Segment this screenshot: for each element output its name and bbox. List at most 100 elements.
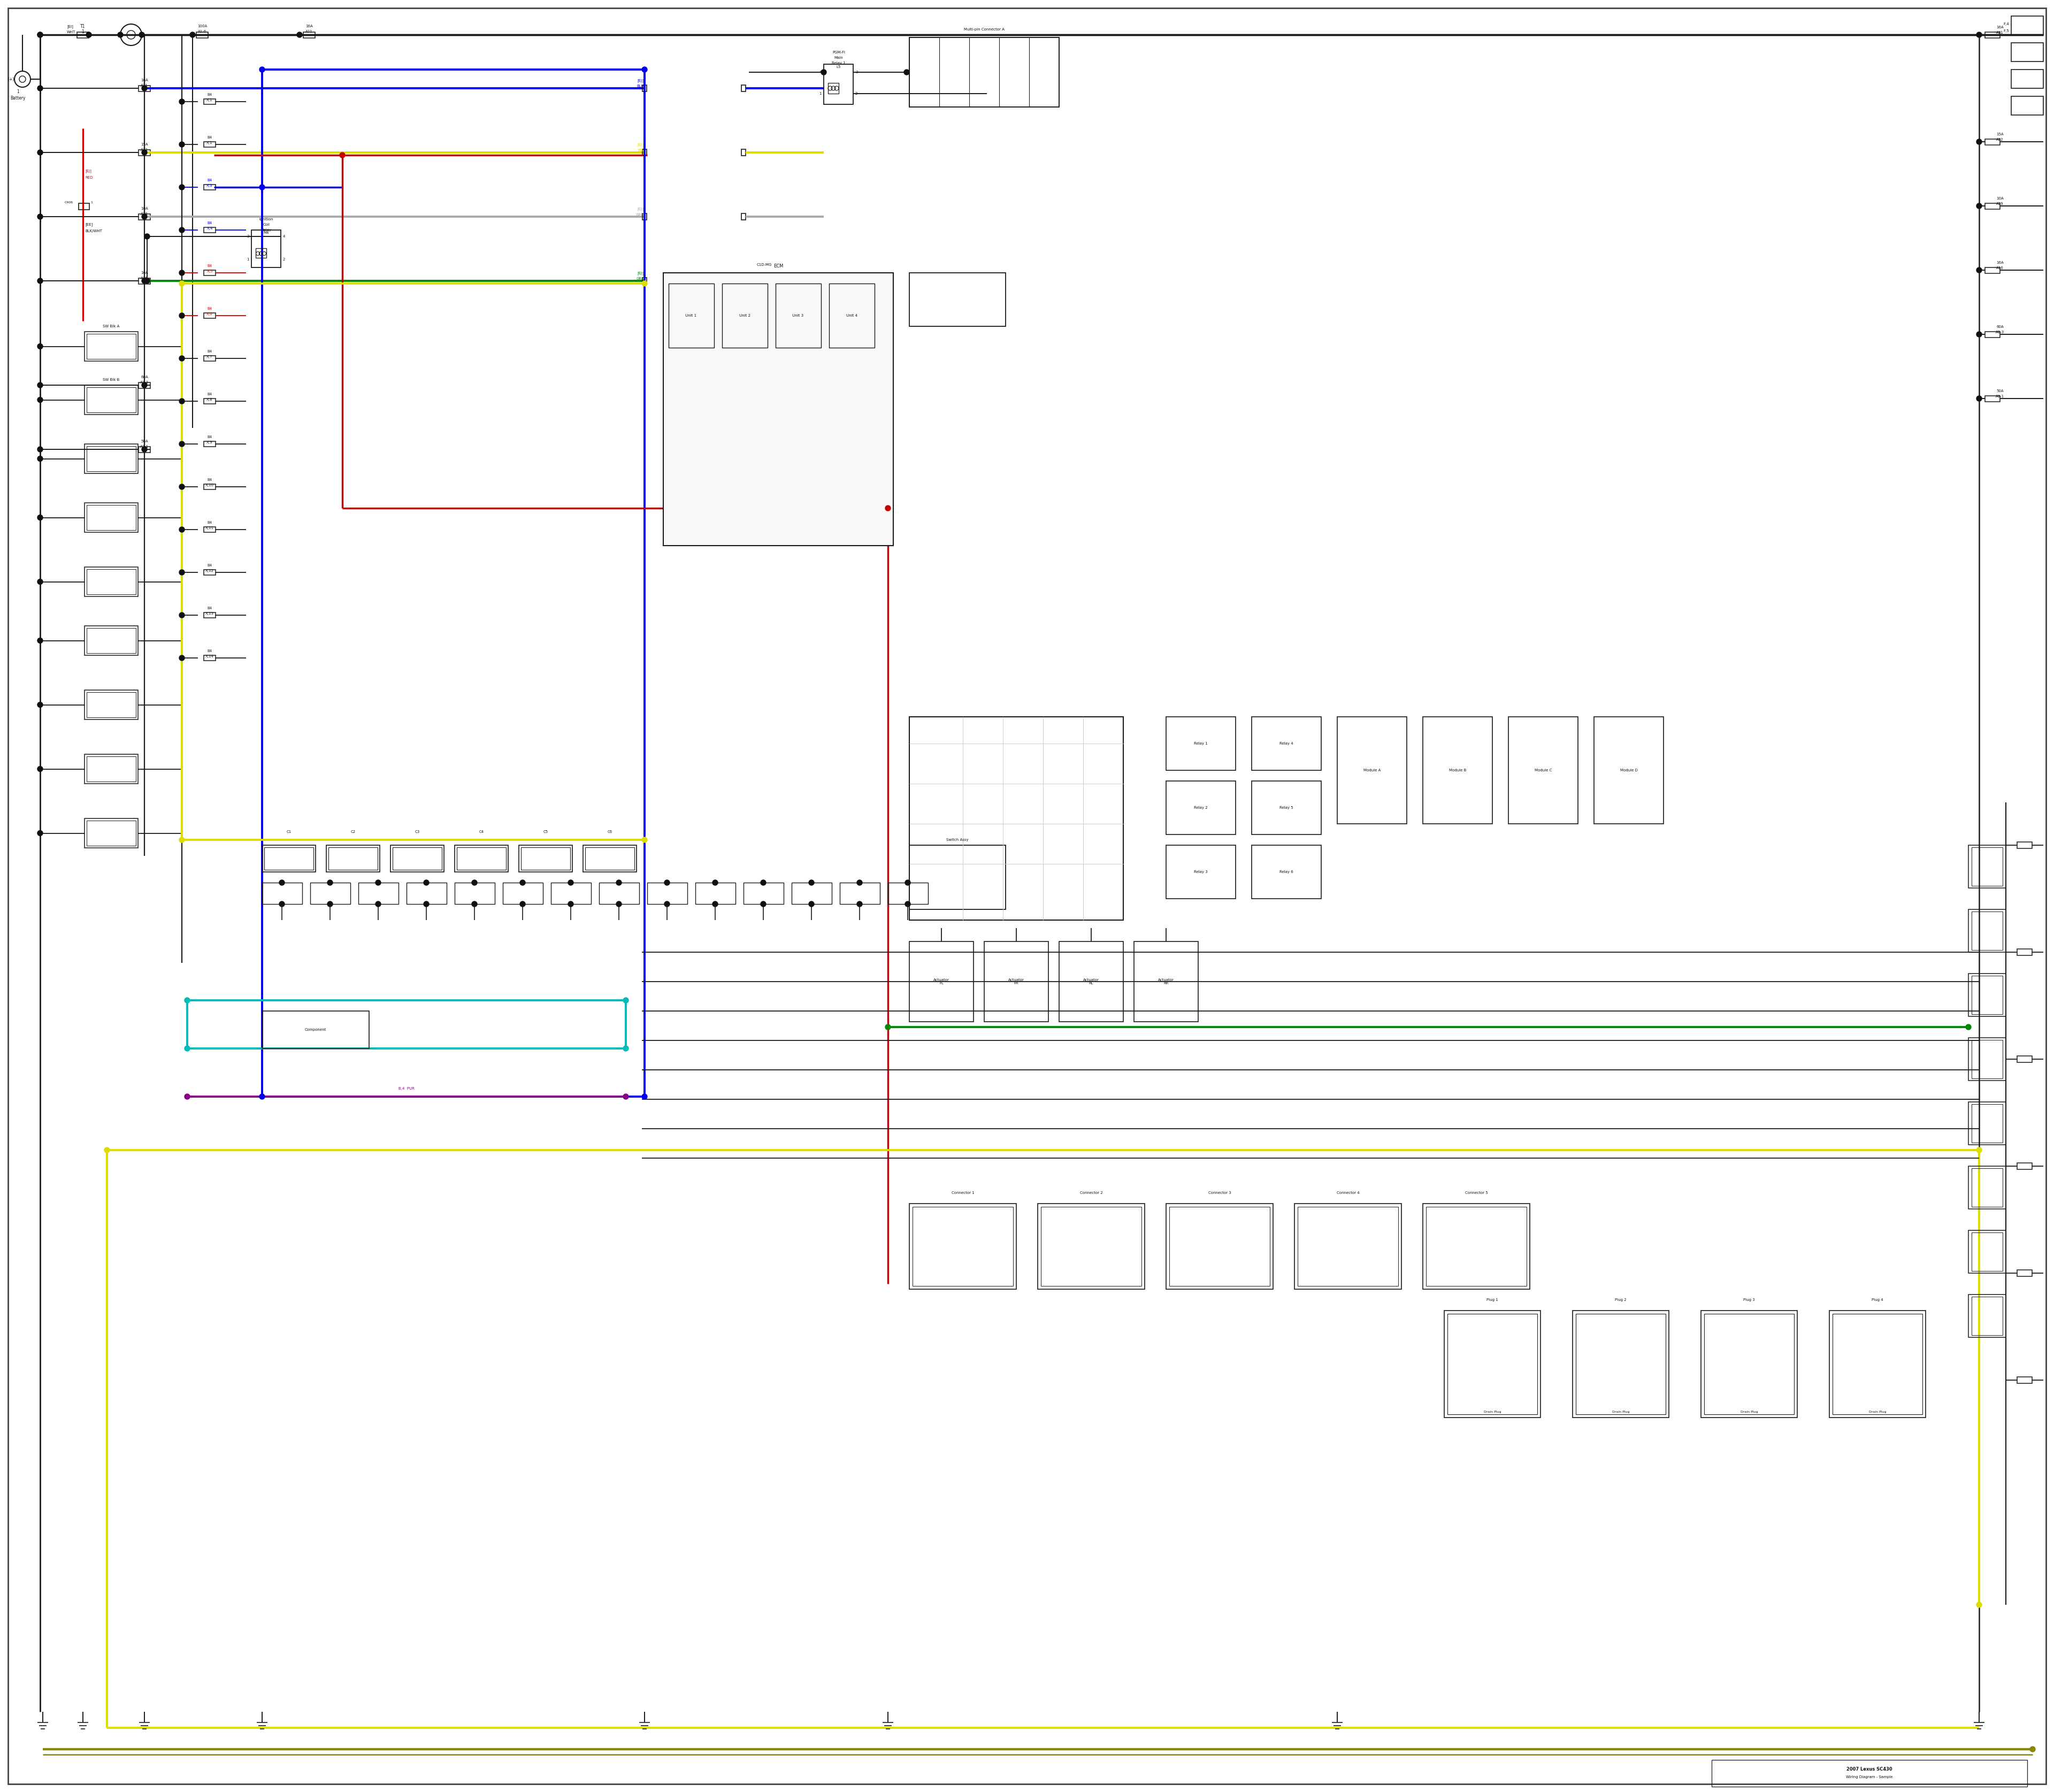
Circle shape	[179, 570, 185, 575]
Bar	[84, 444, 138, 473]
Text: Connector 3: Connector 3	[1208, 1192, 1230, 1195]
Text: 60A: 60A	[142, 376, 148, 378]
Circle shape	[185, 998, 189, 1004]
Circle shape	[663, 901, 670, 907]
Bar	[203, 570, 216, 575]
Bar	[910, 1204, 1017, 1288]
Bar	[1968, 973, 2007, 1016]
Text: A29: A29	[1996, 202, 2003, 206]
Bar	[1167, 846, 1237, 898]
Text: F,4: F,4	[2003, 23, 2009, 25]
Bar	[1972, 975, 2003, 1014]
Text: Actuator
FR: Actuator FR	[1009, 978, 1025, 986]
Bar	[1968, 1167, 2007, 1210]
Bar	[583, 846, 637, 873]
Circle shape	[376, 901, 380, 907]
Bar	[203, 441, 216, 446]
Bar	[1167, 781, 1237, 835]
Bar	[138, 446, 150, 452]
Bar	[741, 278, 746, 285]
Text: B4: B4	[207, 263, 212, 267]
Bar	[203, 398, 216, 403]
Text: A2-1: A2-1	[140, 444, 148, 448]
Bar	[1711, 1760, 2027, 1787]
Text: Module A: Module A	[1364, 769, 1380, 772]
Bar	[647, 883, 688, 903]
Circle shape	[142, 278, 148, 283]
Text: Component: Component	[304, 1029, 327, 1032]
Circle shape	[179, 142, 185, 147]
Bar	[1972, 1039, 2003, 1079]
Text: A22: A22	[1996, 138, 2003, 142]
Text: 1: 1	[90, 201, 92, 204]
Bar	[251, 229, 281, 267]
Text: Coil: Coil	[263, 222, 269, 226]
Text: 3: 3	[246, 235, 249, 238]
Bar	[1984, 267, 2001, 272]
Bar	[1984, 202, 2001, 210]
Circle shape	[713, 901, 717, 907]
Text: Module D: Module D	[1621, 769, 1637, 772]
Circle shape	[179, 357, 185, 360]
Bar	[1968, 846, 2007, 889]
Text: B4: B4	[207, 392, 212, 396]
Bar	[1041, 1206, 1142, 1287]
Text: RED: RED	[84, 176, 92, 179]
Circle shape	[37, 638, 43, 643]
Circle shape	[142, 382, 148, 387]
Text: B4: B4	[207, 222, 212, 224]
Circle shape	[144, 233, 150, 238]
Text: PGM-FI: PGM-FI	[832, 50, 844, 54]
Bar	[203, 656, 216, 661]
Bar	[390, 846, 444, 873]
Text: Connector 2: Connector 2	[1080, 1192, 1103, 1195]
Bar	[138, 149, 150, 156]
Bar	[84, 754, 138, 783]
Text: A21: A21	[142, 84, 148, 88]
Bar	[1167, 717, 1237, 771]
Bar	[2017, 1376, 2031, 1383]
Bar	[1508, 717, 1577, 824]
Bar	[78, 202, 88, 210]
Bar	[2011, 43, 2044, 61]
Bar	[696, 883, 735, 903]
Text: Actuator
RR: Actuator RR	[1158, 978, 1175, 986]
Text: Main: Main	[834, 56, 844, 59]
Circle shape	[259, 185, 265, 190]
Text: WHT: WHT	[637, 213, 645, 217]
Circle shape	[1966, 1025, 1972, 1030]
Circle shape	[279, 901, 286, 907]
Bar	[776, 283, 822, 348]
Bar	[454, 883, 495, 903]
Bar	[984, 941, 1048, 1021]
Text: 15A: 15A	[1996, 133, 2003, 136]
Bar	[203, 271, 216, 276]
Circle shape	[259, 66, 265, 72]
Text: [EJ]: [EJ]	[637, 208, 643, 211]
Text: X,9: X,9	[207, 441, 214, 444]
Text: Drain Plug: Drain Plug	[1612, 1410, 1629, 1414]
Bar	[1594, 717, 1664, 824]
Circle shape	[179, 441, 185, 446]
Text: BLU: BLU	[637, 84, 643, 88]
Text: 16A: 16A	[142, 271, 148, 274]
Bar	[2017, 1163, 2031, 1170]
Bar	[840, 883, 879, 903]
Text: Relay 4: Relay 4	[1280, 742, 1294, 745]
Text: 4: 4	[283, 235, 286, 238]
Text: 1: 1	[16, 90, 18, 95]
Bar	[1968, 1294, 2007, 1337]
Text: X,7: X,7	[207, 355, 214, 358]
Circle shape	[622, 998, 629, 1004]
Text: X,14: X,14	[205, 654, 214, 658]
Text: [EJ]: [EJ]	[84, 170, 90, 174]
Bar	[1705, 1314, 1793, 1414]
Circle shape	[179, 484, 185, 489]
Bar	[197, 32, 207, 38]
Text: Ignition: Ignition	[259, 217, 273, 220]
Bar	[2017, 842, 2031, 848]
Bar	[1060, 941, 1124, 1021]
Bar	[1984, 138, 2001, 145]
Circle shape	[37, 446, 43, 452]
Text: 1: 1	[820, 91, 822, 95]
